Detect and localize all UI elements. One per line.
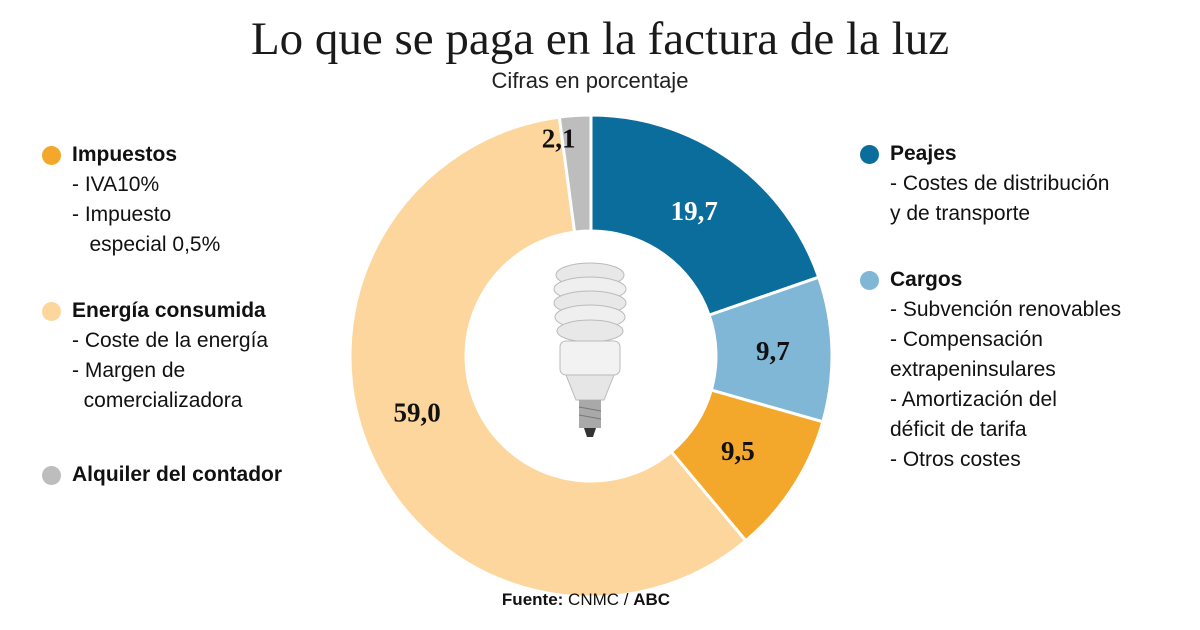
legend-name: Cargos bbox=[890, 268, 963, 291]
legend-subitem: - Compensación bbox=[890, 328, 1043, 351]
legend-right: Peajes - Costes de distribución y de trans… bbox=[860, 139, 1121, 475]
source-label: Fuente: bbox=[501, 590, 564, 609]
legend-name: Energía consumida bbox=[72, 299, 266, 322]
legend-dot-icon bbox=[42, 465, 61, 485]
legend-dot-icon bbox=[42, 301, 61, 321]
data-label: 59,0 bbox=[393, 398, 440, 428]
legend-subitem: especial 0,5% bbox=[72, 233, 221, 256]
chart-title: Lo que se paga en la factura de la luz bbox=[250, 13, 950, 65]
legend-item: Energía consumida - Coste de la energía - … bbox=[42, 296, 282, 416]
legend-dot-icon bbox=[42, 145, 61, 165]
legend-subitem: - Margen de bbox=[72, 359, 186, 382]
legend-item: Alquiler del contador bbox=[42, 460, 282, 490]
data-label: 9,7 bbox=[756, 336, 790, 366]
legend-item: Impuestos - IVA10% - Impuesto especial 0,5… bbox=[42, 140, 282, 260]
source-note: Fuente: CNMC / ABC bbox=[0, 590, 1172, 610]
legend-dot-icon bbox=[860, 144, 879, 164]
legend-subitem: y de transporte bbox=[890, 202, 1031, 225]
legend-subitem: - Subvención renovables bbox=[890, 298, 1122, 321]
legend-heading: Energía consumida bbox=[42, 296, 282, 326]
light-bulb-icon bbox=[553, 262, 627, 437]
legend-subitem: - Amortización del bbox=[890, 388, 1057, 411]
legend-name: Peajes bbox=[890, 142, 957, 165]
data-label: 19,7 bbox=[671, 196, 718, 226]
legend-subitem: extrapeninsulares bbox=[890, 358, 1056, 381]
legend-subitem: - Otros costes bbox=[890, 448, 1021, 471]
legend-item: Peajes - Costes de distribución y de trans… bbox=[860, 139, 1121, 229]
data-label: 9,5 bbox=[721, 436, 755, 466]
legend-subitem: - Coste de la energía bbox=[72, 329, 269, 352]
legend-subitem: - Costes de distribución bbox=[890, 172, 1110, 195]
legend-name: Impuestos bbox=[72, 143, 178, 166]
legend-subitem: - IVA10% bbox=[72, 173, 160, 196]
legend-dot-icon bbox=[860, 270, 879, 290]
source-text: CNMC / bbox=[568, 590, 629, 609]
data-label: 2,1 bbox=[542, 123, 576, 153]
legend-item: Cargos - Subvención renovables - Compensac… bbox=[860, 265, 1121, 475]
legend-heading: Alquiler del contador bbox=[42, 460, 282, 490]
legend-subitem: déficit de tarifa bbox=[890, 418, 1027, 441]
slice-energia-consumida bbox=[348, 115, 748, 599]
source-brand: ABC bbox=[633, 590, 671, 609]
slice-alquiler-del-contador bbox=[557, 113, 593, 234]
legend-left: Impuestos - IVA10% - Impuesto especial 0,5… bbox=[42, 140, 282, 490]
legend-subitem: - Impuesto bbox=[72, 203, 172, 226]
legend-heading: Cargos bbox=[860, 265, 1121, 295]
chart-subtitle: Cifras en porcentaje bbox=[491, 68, 689, 93]
legend-heading: Peajes bbox=[860, 139, 1121, 169]
legend-name: Alquiler del contador bbox=[72, 463, 283, 486]
slice-peajes bbox=[589, 113, 821, 318]
legend-heading: Impuestos bbox=[42, 140, 282, 170]
legend-subitem: comercializadora bbox=[72, 389, 243, 412]
